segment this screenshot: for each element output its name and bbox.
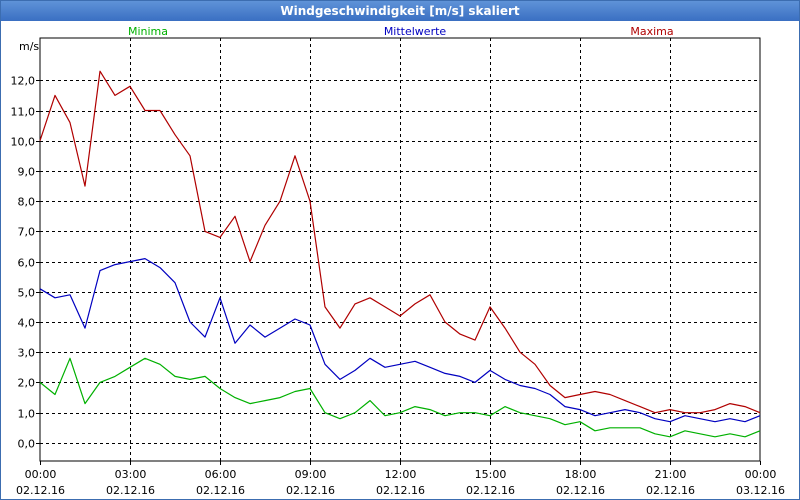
x-tick-time: 00:00 [25, 468, 57, 481]
x-tick-time: 18:00 [565, 468, 597, 481]
y-tick-label: 1,0 [18, 408, 36, 421]
y-tick-label: 12,0 [11, 75, 36, 88]
y-tick-label: 2,0 [18, 377, 36, 390]
y-tick-label: 7,0 [18, 226, 36, 239]
x-tick-time: 12:00 [385, 468, 417, 481]
legend-mittelwerte: Mittelwerte [384, 25, 447, 38]
x-tick-date: 02.12.16 [376, 484, 425, 497]
y-tick-label: 3,0 [18, 347, 36, 360]
y-tick-label: 8,0 [18, 196, 36, 209]
x-tick-time: 15:00 [475, 468, 507, 481]
x-tick-time: 21:00 [655, 468, 687, 481]
y-tick-label: 9,0 [18, 166, 36, 179]
window-title: Windgeschwindigkeit [m/s] skaliert [1, 1, 799, 21]
legend-minima: Minima [128, 25, 168, 38]
x-tick-time: 00:00 [745, 468, 777, 481]
x-tick-date: 02.12.16 [646, 484, 695, 497]
x-tick-date: 03.12.16 [736, 484, 785, 497]
x-tick-date: 02.12.16 [466, 484, 515, 497]
x-tick-date: 02.12.16 [106, 484, 155, 497]
series-line-mittelwerte [39, 258, 761, 423]
x-tick-time: 06:00 [205, 468, 237, 481]
y-tick-label: 0,0 [18, 438, 36, 451]
y-tick-label: 10,0 [11, 136, 36, 149]
y-tick-label: 5,0 [18, 287, 36, 300]
y-tick-label: 6,0 [18, 257, 36, 270]
y-tick-label: 11,0 [11, 106, 36, 119]
x-tick-date: 02.12.16 [16, 484, 65, 497]
x-tick-date: 02.12.16 [286, 484, 335, 497]
x-tick-time: 03:00 [115, 468, 147, 481]
x-tick-time: 09:00 [295, 468, 327, 481]
x-tick-date: 02.12.16 [556, 484, 605, 497]
series-line-maxima [39, 70, 761, 414]
x-tick-date: 02.12.16 [196, 484, 245, 497]
y-tick-label: 4,0 [18, 317, 36, 330]
legend-maxima: Maxima [630, 25, 673, 38]
series-line-minima [39, 357, 761, 438]
y-axis-label: m/s [19, 40, 39, 53]
